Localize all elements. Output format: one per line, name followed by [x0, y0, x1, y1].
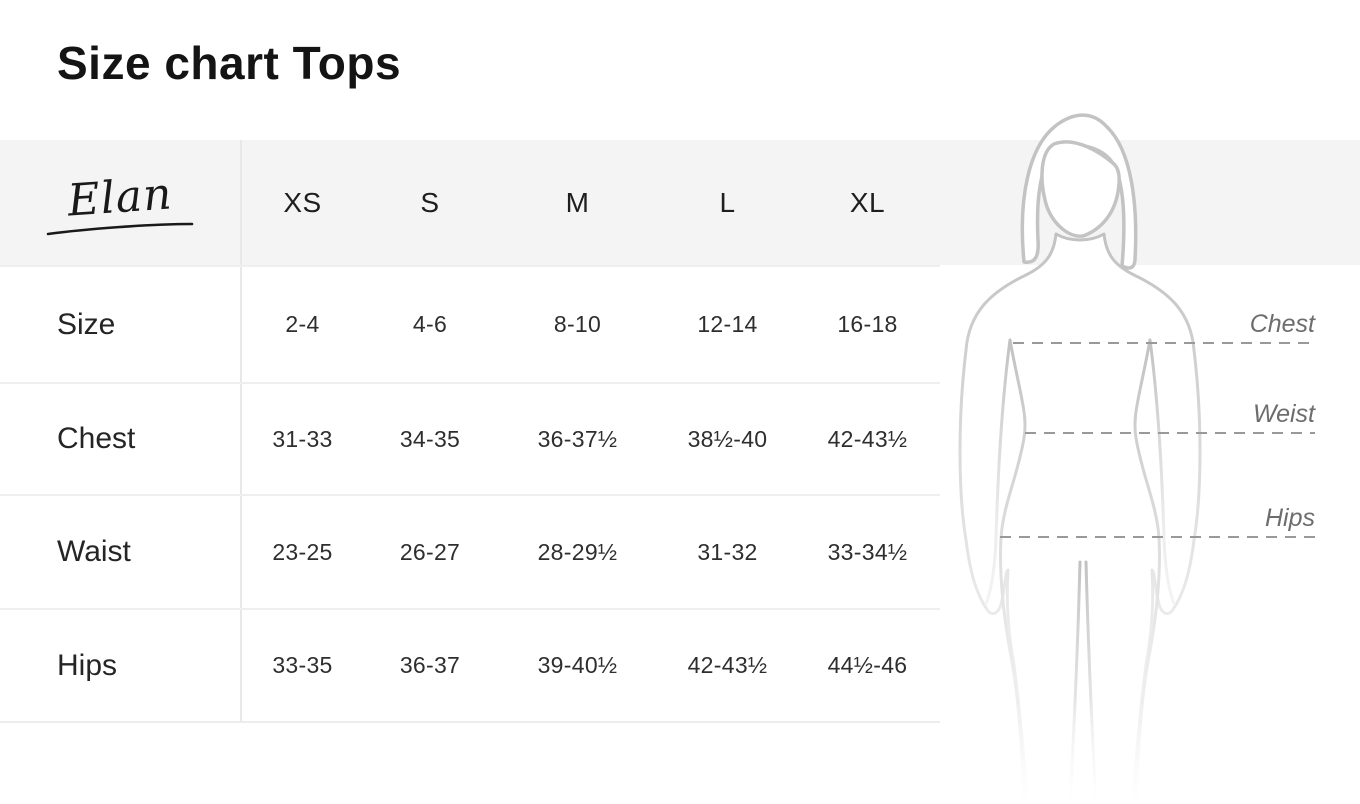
chest-measure-label: Chest	[1250, 310, 1316, 338]
cell-waist-s: 26-27	[399, 538, 461, 565]
cell-waist-xs: 23-25	[272, 538, 333, 565]
cell-chest-l: 38½-40	[687, 425, 768, 452]
face-outline	[1040, 140, 1121, 238]
column-header-s: S	[420, 186, 440, 218]
cell-hips-l: 42-43½	[687, 652, 768, 678]
body-figure: Chest Weist Hips	[940, 113, 1360, 804]
cell-size-l: 12-14	[697, 311, 758, 337]
table-row-size: Size 2-4 4-6 8-10 12-14 16-18	[0, 265, 940, 382]
cell-waist-l: 31-32	[697, 538, 758, 565]
brand-logo-cell: Elan	[0, 167, 240, 236]
column-header-l: L	[719, 186, 736, 218]
column-header-m: M	[565, 186, 590, 218]
column-header-xs: XS	[283, 186, 322, 218]
brand-logo-underline	[46, 222, 194, 235]
cell-chest-s: 34-35	[399, 425, 461, 452]
size-table-header-row: Elan XS S M L XL	[0, 140, 940, 265]
cell-size-m: 8-10	[553, 311, 602, 337]
body-outline	[940, 113, 1360, 804]
cell-waist-xl: 33-34½	[827, 538, 908, 565]
row-label-waist: Waist	[57, 535, 131, 568]
brand-logo: Elan	[65, 167, 174, 227]
cell-hips-xl: 44½-46	[827, 652, 908, 678]
table-row-hips: Hips 33-35 36-37 39-40½ 42-43½ 44½-46	[0, 608, 940, 721]
cell-size-xs: 2-4	[285, 311, 320, 337]
row-label-hips: Hips	[57, 648, 118, 682]
table-row-waist: Waist 23-25 26-27 28-29½ 31-32 33-34½	[0, 494, 940, 608]
cell-hips-xs: 33-35	[272, 652, 333, 678]
cell-chest-xl: 42-43½	[827, 425, 908, 452]
row-label-chest: Chest	[57, 422, 136, 455]
waist-measure-label: Weist	[1253, 400, 1316, 428]
cell-hips-m: 39-40½	[537, 652, 618, 678]
cell-hips-s: 36-37	[399, 652, 461, 678]
cell-size-s: 4-6	[412, 311, 448, 337]
hips-measure-label: Hips	[1265, 504, 1315, 532]
size-table: Elan XS S M L XL Size 2-4 4-6 8-10 12-14…	[0, 140, 940, 723]
cell-chest-m: 36-37½	[537, 425, 618, 452]
cell-size-xl: 16-18	[837, 311, 898, 337]
table-vertical-divider	[240, 140, 242, 723]
column-header-xl: XL	[849, 186, 886, 218]
page-title: Size chart Tops	[57, 37, 402, 89]
cell-chest-xs: 31-33	[272, 425, 333, 452]
table-row-chest: Chest 31-33 34-35 36-37½ 38½-40 42-43½	[0, 382, 940, 494]
cell-waist-m: 28-29½	[537, 538, 618, 565]
row-label-size: Size	[57, 307, 116, 341]
